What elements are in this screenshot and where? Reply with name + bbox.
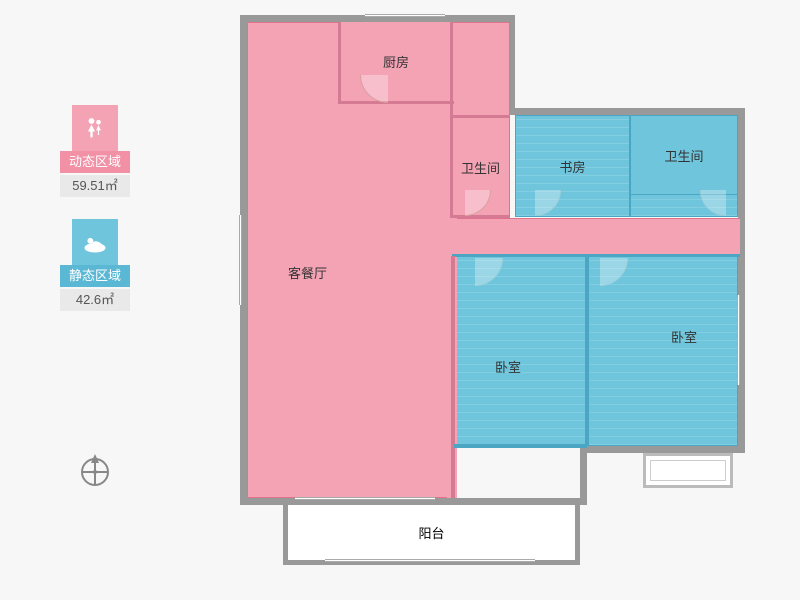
room-balcony: 阳台 — [288, 505, 575, 560]
room-bedroom-left: 卧室 — [454, 256, 587, 446]
exterior-unit — [643, 453, 733, 488]
kitchen-wall-bottom — [338, 101, 454, 104]
room-living-label: 客餐厅 — [288, 263, 327, 282]
floor-plan: 客餐厅 厨房 卫生间 书房 卫生间 卧室 卧室 阳 — [225, 15, 755, 585]
wall-bedroom-right-bottom-drop — [580, 446, 587, 505]
room-bath2: 卫生间 — [630, 115, 738, 195]
room-study: 书房 — [515, 115, 630, 217]
legend-panel: 动态区域 59.51㎡ 静态区域 42.6㎡ — [60, 105, 135, 333]
compass-icon — [75, 450, 115, 490]
people-icon — [81, 114, 109, 142]
legend-dynamic-label: 动态区域 — [60, 151, 130, 173]
window-balcony — [325, 559, 535, 562]
legend-dynamic-value: 59.51㎡ — [60, 175, 130, 197]
room-study-label: 书房 — [559, 157, 585, 176]
room-bath2-label: 卫生间 — [664, 146, 703, 165]
wall-balcony-right — [575, 505, 580, 565]
bath1-wall-top — [452, 115, 510, 118]
kitchen-wall-left — [338, 22, 341, 104]
room-bath1-label: 卫生间 — [461, 158, 500, 177]
wall-right — [738, 108, 745, 453]
room-bedroom-left-label: 卧室 — [495, 357, 521, 376]
window-top — [365, 14, 445, 17]
room-balcony-label: 阳台 — [418, 523, 444, 542]
wall-bottom-right — [580, 446, 745, 453]
legend-static-value: 42.6㎡ — [60, 289, 130, 311]
legend-static: 静态区域 42.6㎡ — [60, 219, 135, 311]
room-bedroom-right-label: 卧室 — [671, 327, 697, 346]
static-zone-icon — [72, 219, 118, 265]
legend-dynamic: 动态区域 59.51㎡ — [60, 105, 135, 197]
living-bedroom-divider — [451, 256, 455, 498]
room-hallway — [452, 218, 740, 256]
room-kitchen: 厨房 — [340, 22, 452, 102]
wall-between-bedrooms — [585, 256, 589, 446]
window-right-bedroom — [737, 295, 740, 385]
window-living-balcony — [295, 497, 435, 500]
dynamic-zone-icon — [72, 105, 118, 151]
hallway-bottom-line — [452, 254, 740, 257]
bath1-wall-left — [450, 22, 453, 218]
rest-icon — [81, 228, 109, 256]
legend-static-label: 静态区域 — [60, 265, 130, 287]
window-left — [239, 215, 242, 305]
wall-top-right-extension — [508, 108, 745, 115]
wall-bedroom-left-bottom — [454, 444, 587, 448]
room-upper-pink-strip — [452, 22, 510, 117]
room-kitchen-label: 厨房 — [383, 52, 409, 71]
room-bedroom-right: 卧室 — [587, 256, 738, 446]
